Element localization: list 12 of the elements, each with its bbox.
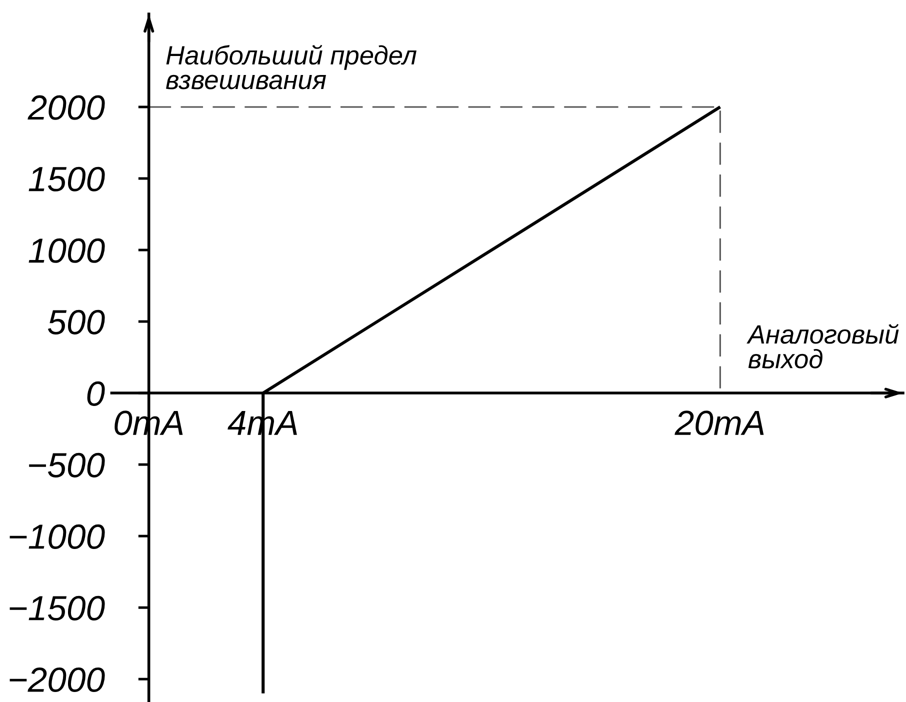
y-tick-label: 1000 — [28, 238, 105, 263]
annotation: Наибольший предел взвешивания — [166, 44, 416, 90]
y-tick-label: −2000 — [10, 667, 105, 692]
y-tick-label: −500 — [29, 452, 105, 478]
y-tick-label: 0 — [87, 381, 105, 406]
y-tick-label: 2000 — [28, 95, 105, 120]
y-tick-label: −1500 — [10, 596, 105, 621]
x-axis-title: Аналоговый выход — [746, 324, 899, 368]
y-tick-label: −1000 — [10, 524, 105, 549]
y-tick-label: 1500 — [28, 166, 105, 192]
y-tick-label: 500 — [48, 310, 105, 334]
x-tick-label: 20mA — [674, 410, 764, 436]
